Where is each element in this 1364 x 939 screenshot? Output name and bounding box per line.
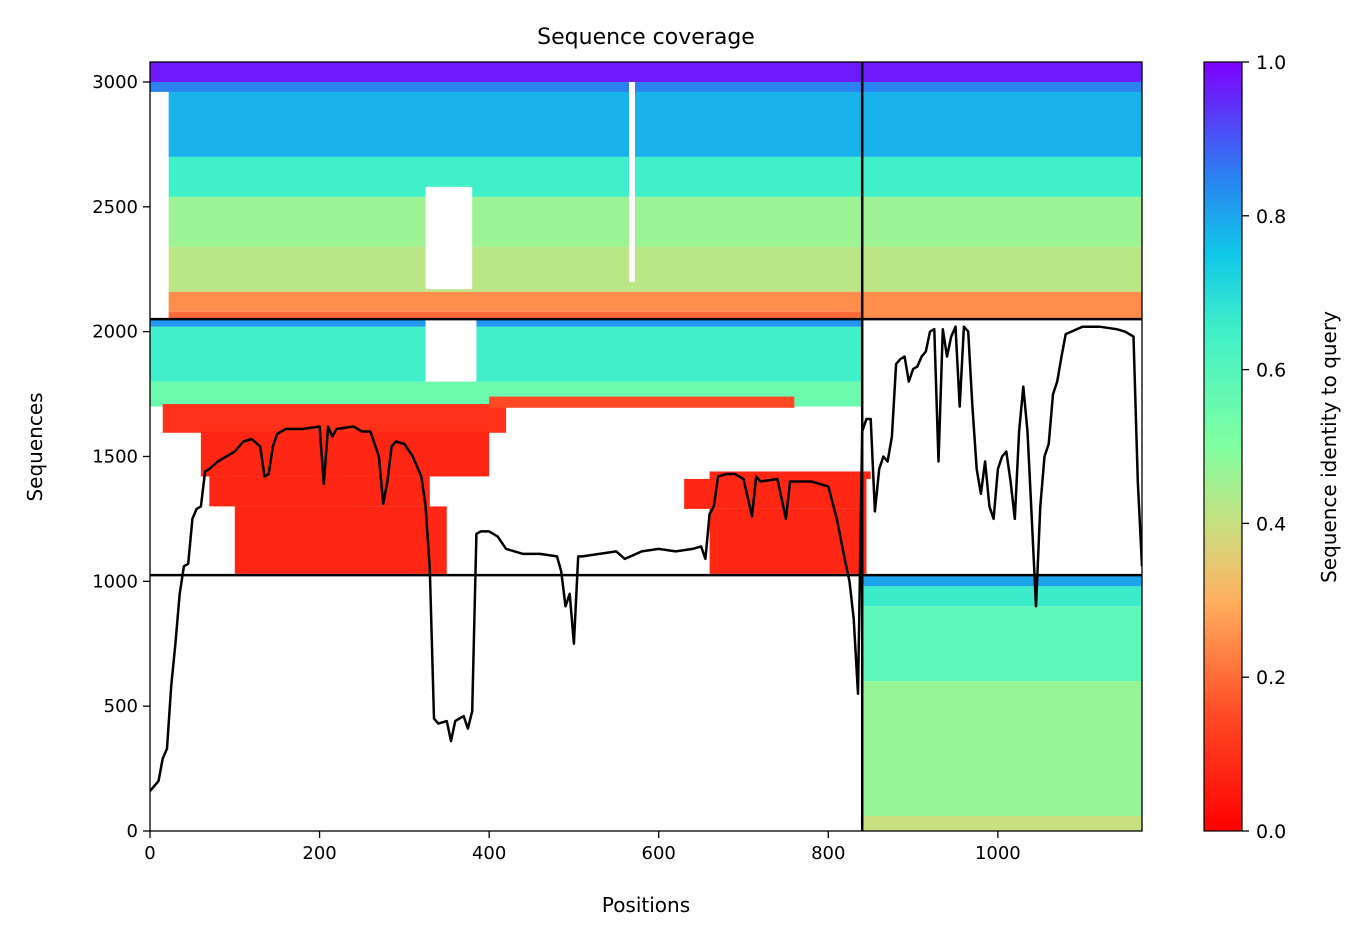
colorbar-ticks: 0.0 0.2 0.4 0.6 0.8 1.0 [1242, 52, 1286, 843]
identity-band [150, 81, 863, 92]
coverage-gap [629, 81, 635, 282]
identity-band [150, 91, 863, 157]
x-axis-ticks: 0 200 400 600 800 1000 [144, 831, 1021, 864]
identity-band [862, 606, 1142, 682]
identity-band [150, 311, 863, 320]
identity-band [862, 156, 1142, 197]
identity-band [862, 586, 1142, 607]
colorbar-tick-label: 1.0 [1256, 52, 1286, 74]
y-axis-label: Sequences [23, 392, 47, 501]
coverage-series-line [150, 325, 1142, 792]
low-identity-region [209, 476, 430, 507]
coverage-heatmap [150, 62, 1142, 831]
colorbar-tick-label: 0.4 [1256, 513, 1286, 535]
colorbar-tick-label: 0.2 [1256, 667, 1286, 689]
x-tick-label: 200 [302, 843, 336, 864]
identity-band [862, 81, 1142, 92]
colorbar-tick-label: 0.0 [1256, 821, 1286, 843]
identity-band [150, 246, 863, 292]
identity-band [862, 246, 1142, 292]
identity-band [150, 62, 863, 82]
x-tick-label: 400 [472, 843, 506, 864]
plot-frame [149, 61, 1143, 832]
coverage-gap [425, 319, 477, 382]
colorbar-tick-label: 0.8 [1256, 206, 1286, 228]
colorbar [1203, 61, 1243, 832]
x-axis-label: Positions [602, 893, 690, 917]
y-tick-label: 1500 [92, 446, 138, 467]
y-tick-label: 2000 [92, 322, 138, 343]
identity-band [862, 62, 1142, 82]
x-tick-label: 0 [144, 843, 155, 864]
y-tick-label: 2500 [92, 197, 138, 218]
low-identity-region [234, 506, 447, 574]
coverage-gap [150, 91, 169, 320]
identity-band [150, 326, 863, 382]
low-identity-region [709, 508, 867, 574]
identity-band [862, 196, 1142, 247]
y-tick-label: 500 [104, 696, 138, 717]
identity-band [150, 196, 863, 247]
y-tick-label: 0 [127, 821, 138, 842]
identity-band [862, 816, 1142, 831]
coverage-line [150, 325, 1142, 792]
identity-band [862, 91, 1142, 157]
x-tick-label: 1000 [975, 843, 1021, 864]
identity-band [150, 291, 863, 312]
identity-band [862, 575, 1142, 587]
low-identity-region [709, 471, 871, 479]
y-tick-label: 1000 [92, 571, 138, 592]
x-tick-label: 800 [811, 843, 845, 864]
chart-title: Sequence coverage [537, 25, 755, 50]
low-identity-region [684, 478, 867, 509]
y-axis-ticks: 0 500 1000 1500 2000 2500 3000 [92, 72, 150, 842]
identity-band [862, 681, 1142, 817]
low-identity-region [162, 404, 507, 433]
identity-band [150, 319, 863, 327]
identity-band [150, 156, 863, 197]
low-identity-region [200, 431, 490, 477]
colorbar-label: Sequence identity to query [1317, 311, 1341, 583]
low-identity-region [489, 396, 795, 408]
identity-band [862, 291, 1142, 320]
y-tick-label: 3000 [92, 72, 138, 93]
colorbar-tick-label: 0.6 [1256, 360, 1286, 382]
coverage-gap [425, 186, 473, 290]
x-tick-label: 600 [642, 843, 676, 864]
